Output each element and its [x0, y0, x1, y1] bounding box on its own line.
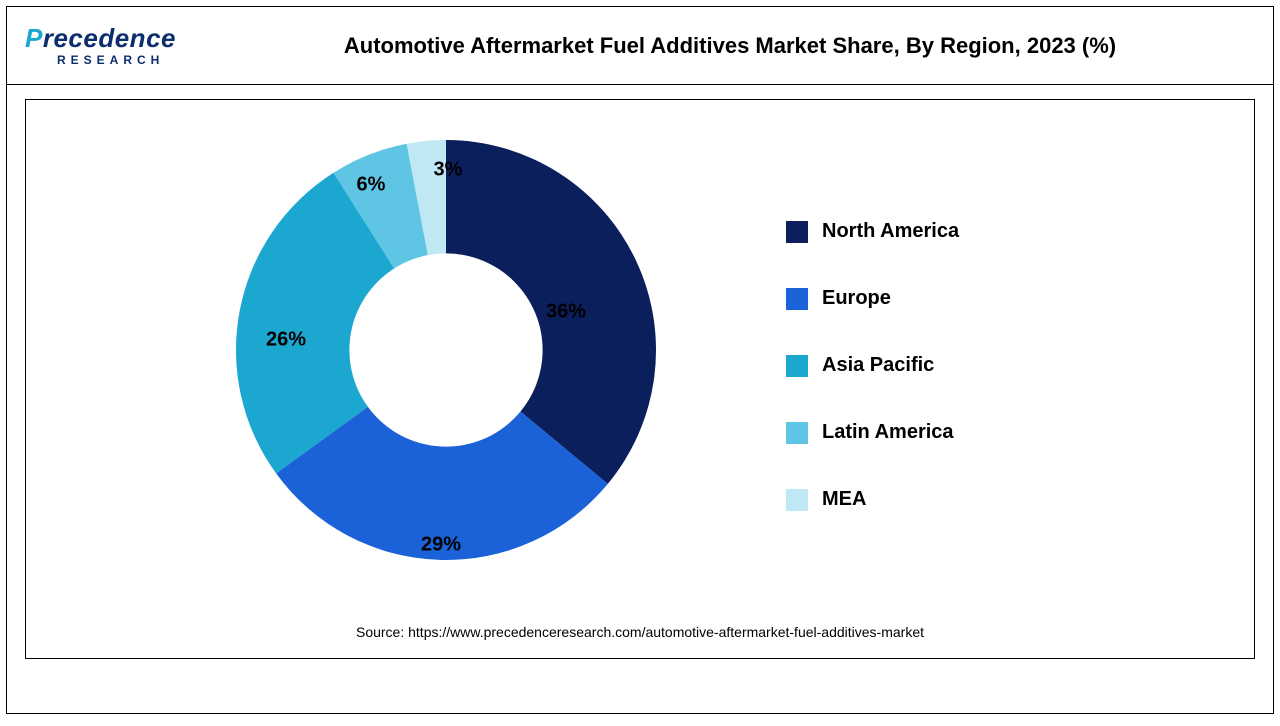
legend-label: North America: [822, 220, 959, 243]
legend-label: Latin America: [822, 421, 954, 444]
slice-label-north-america: 36%: [546, 301, 586, 324]
legend-item-asia-pacific: Asia Pacific: [786, 354, 1136, 377]
slice-label-europe: 29%: [421, 534, 461, 557]
donut-chart: 36% 29% 26% 6% 3%: [236, 140, 656, 560]
legend-label: Europe: [822, 287, 891, 310]
slice-label-asia-pacific: 26%: [266, 329, 306, 352]
chart-title: Automotive Aftermarket Fuel Additives Ma…: [199, 33, 1261, 59]
chart-frame: 36% 29% 26% 6% 3% North America Europe Asia Pa…: [25, 99, 1255, 659]
header-row: Precedence RESEARCH Automotive Aftermark…: [7, 7, 1273, 85]
logo-wordmark: Precedence: [25, 25, 199, 51]
source-line: Source: https://www.precedenceresearch.c…: [26, 624, 1254, 640]
legend-label: MEA: [822, 488, 866, 511]
donut-hole: [349, 253, 542, 446]
legend-item-north-america: North America: [786, 220, 1136, 243]
legend: North America Europe Asia Pacific Latin Ame…: [786, 220, 1136, 555]
legend-item-mea: MEA: [786, 488, 1136, 511]
title-area: Automotive Aftermarket Fuel Additives Ma…: [199, 33, 1261, 59]
legend-item-latin-america: Latin America: [786, 421, 1136, 444]
legend-item-europe: Europe: [786, 287, 1136, 310]
logo-rest: recedence: [43, 23, 176, 53]
legend-swatch: [786, 422, 808, 444]
legend-label: Asia Pacific: [822, 354, 934, 377]
legend-swatch: [786, 355, 808, 377]
slice-label-latin-america: 6%: [357, 174, 386, 197]
slice-label-mea: 3%: [434, 159, 463, 182]
logo-accent-letter: P: [25, 23, 43, 53]
outer-frame: Precedence RESEARCH Automotive Aftermark…: [6, 6, 1274, 714]
legend-swatch: [786, 489, 808, 511]
legend-swatch: [786, 221, 808, 243]
logo-subline: RESEARCH: [57, 53, 199, 67]
legend-swatch: [786, 288, 808, 310]
brand-logo: Precedence RESEARCH: [19, 12, 199, 80]
